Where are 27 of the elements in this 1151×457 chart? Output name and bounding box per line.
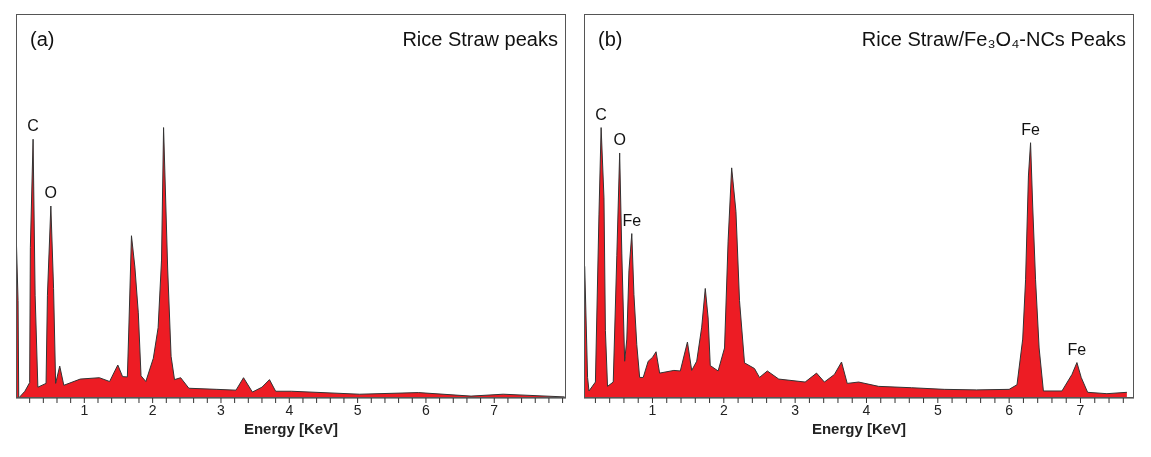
x-tick-label: 1: [648, 401, 657, 418]
annotation: Fe: [1067, 340, 1087, 358]
x-tick-label: 3: [217, 401, 226, 418]
annotation: Fe: [622, 211, 642, 229]
annotation: O: [613, 131, 626, 148]
x-tick-label: 5: [353, 401, 362, 418]
x-tick-label: 4: [862, 401, 871, 418]
annotation: Fe: [1021, 120, 1040, 138]
text: (a): [30, 28, 55, 51]
annotation: C: [27, 117, 39, 135]
x-tick-label: 6: [422, 401, 431, 418]
x-axis-title: Energy [KeV]: [243, 420, 339, 437]
x-tick-label: 2: [719, 401, 728, 418]
x-tick-label: 4: [285, 401, 294, 418]
annotation: O: [44, 184, 58, 201]
annotation: C: [595, 105, 607, 123]
x-tick-label: 3: [791, 401, 800, 418]
x-tick-label: 5: [933, 401, 942, 418]
chart-title: Rice Straw/Fe₃O₄-NCs Peaks: [861, 28, 1126, 51]
x-tick-label: 6: [1005, 401, 1014, 418]
x-axis-title: Energy [KeV]: [811, 420, 907, 437]
x-tick-label: 7: [490, 401, 499, 418]
chart-title: Rice Straw peaks: [402, 28, 558, 51]
x-tick-label: 2: [148, 401, 157, 418]
x-tick-label: 1: [80, 401, 89, 418]
text: (b): [598, 28, 623, 51]
x-tick-label: 7: [1076, 401, 1085, 418]
